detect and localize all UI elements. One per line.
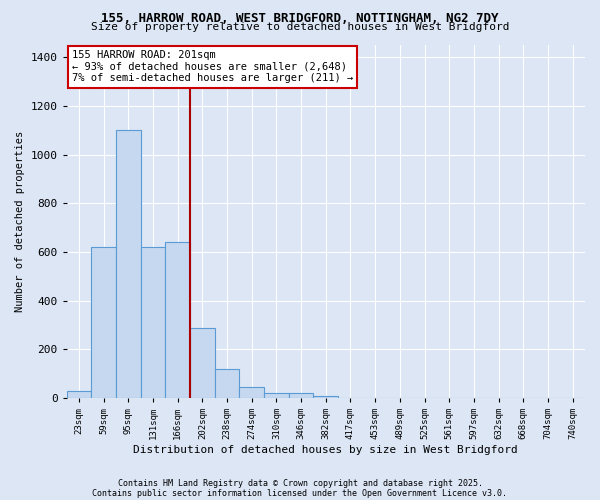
Bar: [264, 394, 289, 398]
Bar: [239, 387, 264, 398]
Text: Size of property relative to detached houses in West Bridgford: Size of property relative to detached ho…: [91, 22, 509, 32]
Bar: [215, 369, 239, 398]
Text: 155, HARROW ROAD, WEST BRIDGFORD, NOTTINGHAM, NG2 7DY: 155, HARROW ROAD, WEST BRIDGFORD, NOTTIN…: [101, 12, 499, 26]
Bar: [190, 328, 215, 398]
Text: Contains HM Land Registry data © Crown copyright and database right 2025.: Contains HM Land Registry data © Crown c…: [118, 478, 482, 488]
X-axis label: Distribution of detached houses by size in West Bridgford: Distribution of detached houses by size …: [133, 445, 518, 455]
Y-axis label: Number of detached properties: Number of detached properties: [15, 131, 25, 312]
Bar: [67, 391, 91, 398]
Bar: [140, 247, 166, 398]
Bar: [313, 396, 338, 398]
Bar: [116, 130, 140, 398]
Bar: [91, 247, 116, 398]
Bar: [289, 394, 313, 398]
Text: Contains public sector information licensed under the Open Government Licence v3: Contains public sector information licen…: [92, 488, 508, 498]
Bar: [166, 242, 190, 398]
Text: 155 HARROW ROAD: 201sqm
← 93% of detached houses are smaller (2,648)
7% of semi-: 155 HARROW ROAD: 201sqm ← 93% of detache…: [72, 50, 353, 84]
